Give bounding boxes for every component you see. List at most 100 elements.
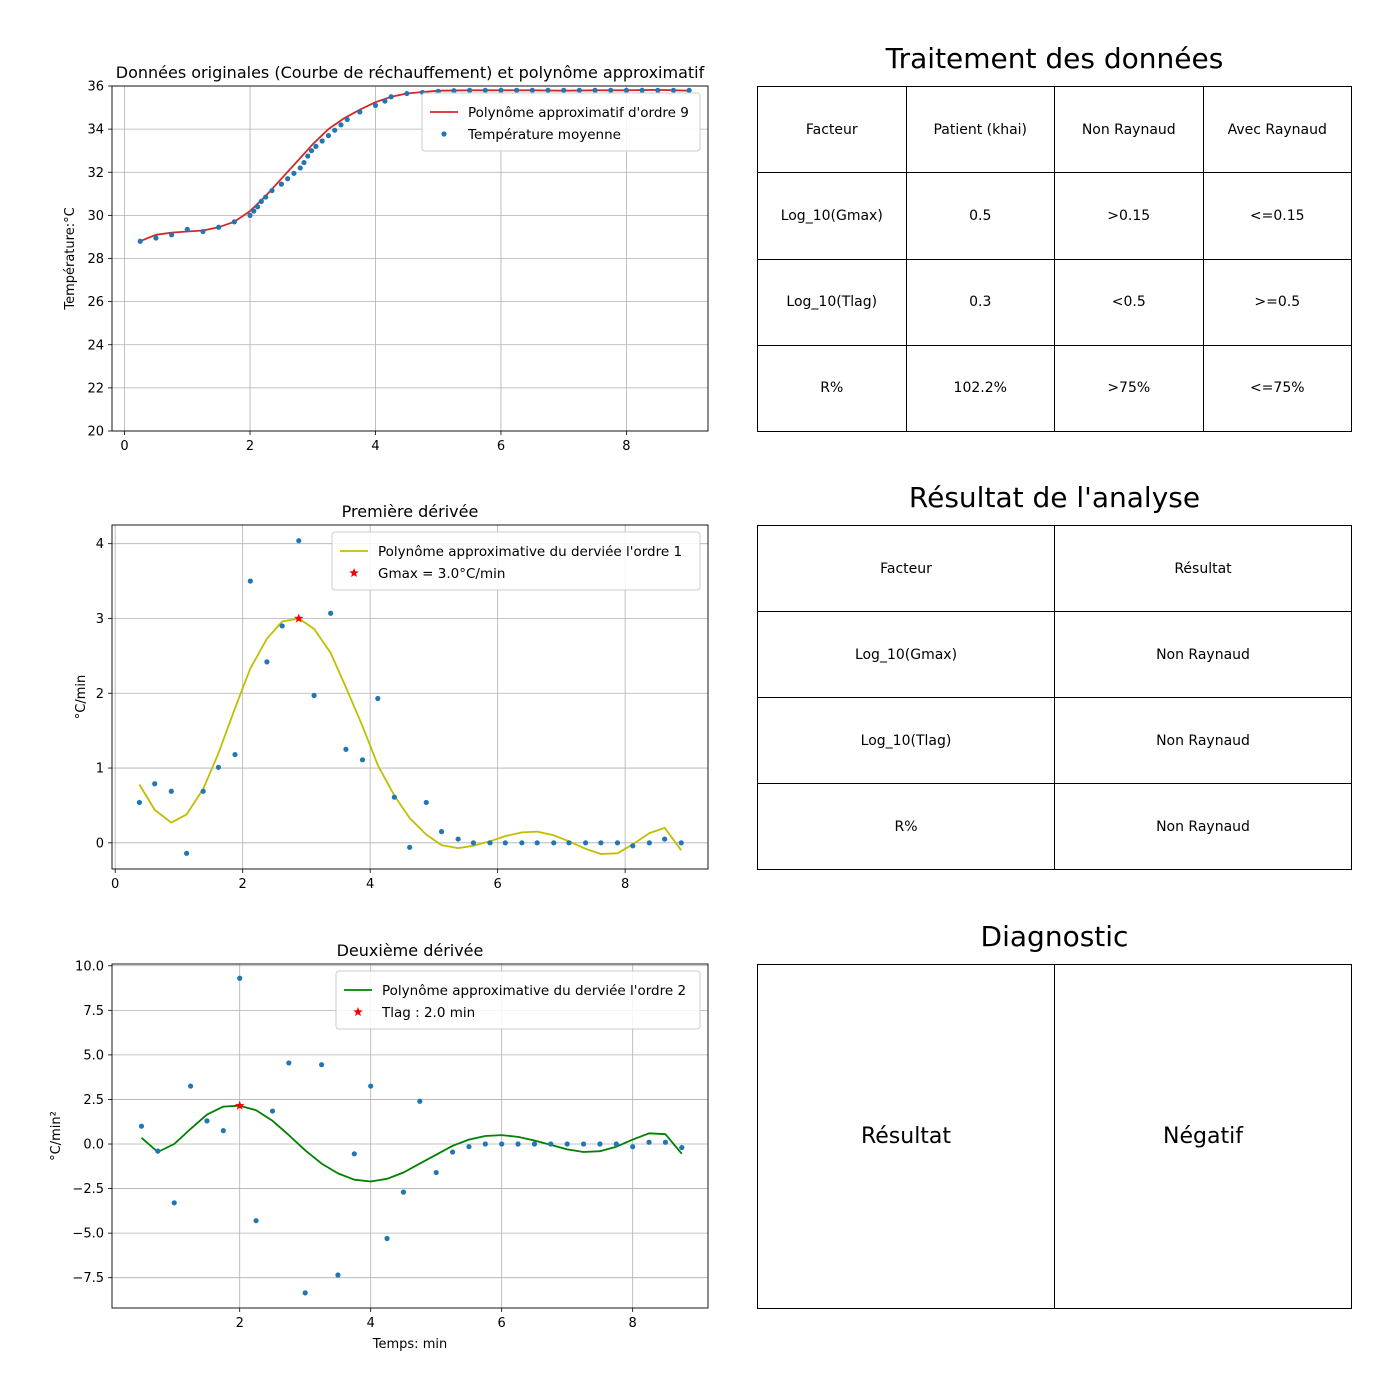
data-point xyxy=(286,1060,292,1066)
data-point xyxy=(311,692,317,699)
data-point xyxy=(216,224,222,230)
legend-box xyxy=(335,970,701,1030)
data-point xyxy=(451,88,457,94)
data-point xyxy=(482,1141,488,1147)
data-point xyxy=(670,87,677,93)
data-point xyxy=(136,799,143,806)
table-cell: R% xyxy=(757,344,907,433)
series-line xyxy=(138,617,682,855)
table-cell: Log_10(Tlag) xyxy=(757,697,1055,784)
data-point xyxy=(614,840,621,846)
data-point xyxy=(646,1139,652,1145)
data-point xyxy=(328,610,334,616)
header-cell: Résultat xyxy=(1054,525,1352,612)
x-tick-label: 8 xyxy=(629,1316,637,1331)
legend-box xyxy=(331,531,701,591)
data-point xyxy=(449,1149,456,1155)
data-point xyxy=(639,87,645,93)
data-point xyxy=(529,87,535,93)
data-point xyxy=(204,1118,210,1124)
table-cell: R% xyxy=(757,783,1055,870)
data-point xyxy=(564,1141,570,1147)
y-tick-label: 1 xyxy=(96,762,104,777)
data-point xyxy=(332,127,338,133)
plot-area xyxy=(137,87,692,244)
data-point xyxy=(138,1123,145,1129)
plot-area xyxy=(136,538,684,856)
header-cell: Avec Raynaud xyxy=(1202,85,1352,174)
data-point xyxy=(351,1151,357,1157)
x-tick-label: 6 xyxy=(494,877,502,892)
data-point xyxy=(551,840,557,846)
traitement-title: Traitement des données xyxy=(885,42,1224,75)
data-point xyxy=(679,1144,685,1151)
table-cell: Non Raynaud xyxy=(1054,697,1352,784)
table-row: Log_10(Gmax) 0.5 >0.15 <=0.15 xyxy=(757,172,1352,260)
legend-box xyxy=(421,92,701,152)
data-point xyxy=(662,1139,669,1145)
data-point xyxy=(466,1144,472,1150)
data-point xyxy=(580,1141,587,1147)
y-tick-label: 28 xyxy=(87,252,104,267)
data-point xyxy=(338,122,344,128)
x-axis-label: Temps: min xyxy=(372,1337,447,1352)
data-point xyxy=(297,165,303,171)
table-cell: <=75% xyxy=(1202,344,1352,433)
data-point xyxy=(251,208,257,214)
y-axis-label: °C/min xyxy=(74,675,89,719)
x-tick-label: 0 xyxy=(120,439,128,454)
table-cell: <=0.15 xyxy=(1202,172,1352,260)
table-cell: >=0.5 xyxy=(1202,258,1352,346)
data-point xyxy=(368,1083,374,1089)
data-point xyxy=(391,794,397,800)
x-tick-label: 6 xyxy=(497,439,505,454)
data-point xyxy=(630,1144,636,1150)
data-point xyxy=(502,840,508,846)
y-tick-label: 10.0 xyxy=(75,959,104,974)
data-point xyxy=(662,836,668,842)
data-point xyxy=(247,578,253,584)
chart-title: Deuxième dérivée xyxy=(337,941,484,960)
legend-label: Polynôme approximative du derviée l'ordr… xyxy=(378,544,682,560)
data-point xyxy=(237,975,243,981)
y-tick-label: 26 xyxy=(87,295,104,310)
data-point xyxy=(220,1128,226,1134)
data-point xyxy=(531,1141,538,1147)
data-point xyxy=(269,1108,276,1114)
traitement-table: Facteur Patient (khai) Non Raynaud Avec … xyxy=(757,85,1352,433)
x-tick-label: 8 xyxy=(621,877,629,892)
data-point xyxy=(417,1098,423,1104)
x-tick-label: 6 xyxy=(498,1316,506,1331)
x-tick-label: 0 xyxy=(111,877,119,892)
diagnostic-label: Résultat xyxy=(757,964,1055,1309)
data-point xyxy=(678,840,684,846)
y-tick-label: 7.5 xyxy=(83,1004,104,1019)
data-point xyxy=(168,788,174,794)
y-tick-label: 24 xyxy=(87,338,104,353)
data-point xyxy=(623,87,630,93)
data-point xyxy=(608,87,614,93)
data-point xyxy=(433,1169,439,1176)
data-point xyxy=(438,829,445,835)
data-point xyxy=(455,836,461,842)
plot-frame xyxy=(111,85,709,432)
resultat-table: Facteur Résultat Log_10(Gmax) Non Raynau… xyxy=(757,525,1352,870)
resultat-title: Résultat de l'analyse xyxy=(908,481,1201,514)
data-point xyxy=(263,194,269,200)
data-point xyxy=(357,109,363,115)
legend-label: Température moyenne xyxy=(467,127,621,143)
y-tick-label: −7.5 xyxy=(72,1271,104,1286)
header-cell: Facteur xyxy=(757,85,907,174)
data-point xyxy=(388,94,394,100)
data-point xyxy=(152,781,158,787)
header-cell: Facteur xyxy=(757,525,1055,612)
data-point xyxy=(325,132,332,139)
legend-label: Gmax = 3.0°C/min xyxy=(378,566,505,582)
data-point xyxy=(646,840,652,846)
data-point xyxy=(566,840,572,846)
legend-label: Tlag : 2.0 min xyxy=(381,1005,475,1021)
table-cell: 0.5 xyxy=(905,172,1055,260)
data-point xyxy=(597,1141,603,1147)
table-cell: 0.3 xyxy=(905,258,1055,346)
